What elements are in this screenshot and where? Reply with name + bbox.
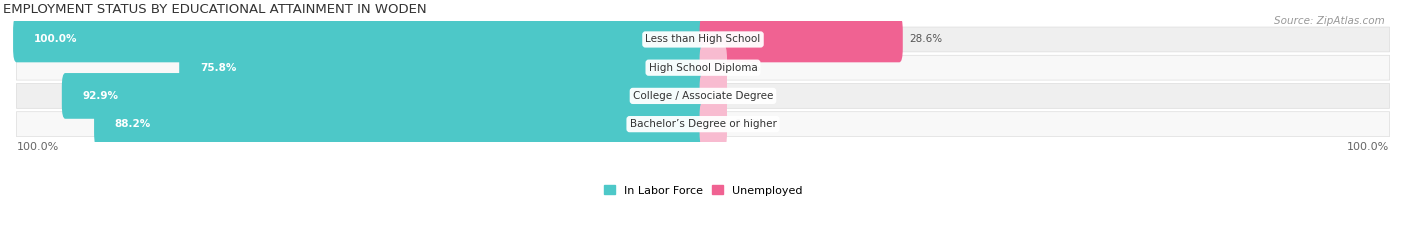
Text: 0.0%: 0.0% <box>734 91 761 101</box>
Text: EMPLOYMENT STATUS BY EDUCATIONAL ATTAINMENT IN WODEN: EMPLOYMENT STATUS BY EDUCATIONAL ATTAINM… <box>3 3 426 16</box>
FancyBboxPatch shape <box>700 73 727 119</box>
FancyBboxPatch shape <box>17 27 1389 52</box>
Text: 100.0%: 100.0% <box>17 143 59 152</box>
Text: 100.0%: 100.0% <box>1347 143 1389 152</box>
Text: 75.8%: 75.8% <box>200 63 236 73</box>
FancyBboxPatch shape <box>94 101 706 147</box>
FancyBboxPatch shape <box>17 112 1389 137</box>
Text: Bachelor’s Degree or higher: Bachelor’s Degree or higher <box>630 119 776 129</box>
Text: High School Diploma: High School Diploma <box>648 63 758 73</box>
Text: 0.0%: 0.0% <box>734 119 761 129</box>
Text: 28.6%: 28.6% <box>910 34 943 45</box>
FancyBboxPatch shape <box>13 17 706 62</box>
Text: 88.2%: 88.2% <box>115 119 150 129</box>
Text: 0.0%: 0.0% <box>734 63 761 73</box>
Text: 92.9%: 92.9% <box>83 91 118 101</box>
Text: Less than High School: Less than High School <box>645 34 761 45</box>
FancyBboxPatch shape <box>700 17 903 62</box>
Text: 100.0%: 100.0% <box>34 34 77 45</box>
FancyBboxPatch shape <box>700 45 727 91</box>
Text: College / Associate Degree: College / Associate Degree <box>633 91 773 101</box>
FancyBboxPatch shape <box>700 101 727 147</box>
FancyBboxPatch shape <box>179 45 706 91</box>
FancyBboxPatch shape <box>62 73 706 119</box>
Legend: In Labor Force, Unemployed: In Labor Force, Unemployed <box>599 181 807 200</box>
FancyBboxPatch shape <box>17 55 1389 80</box>
Text: Source: ZipAtlas.com: Source: ZipAtlas.com <box>1274 16 1385 26</box>
FancyBboxPatch shape <box>17 83 1389 108</box>
